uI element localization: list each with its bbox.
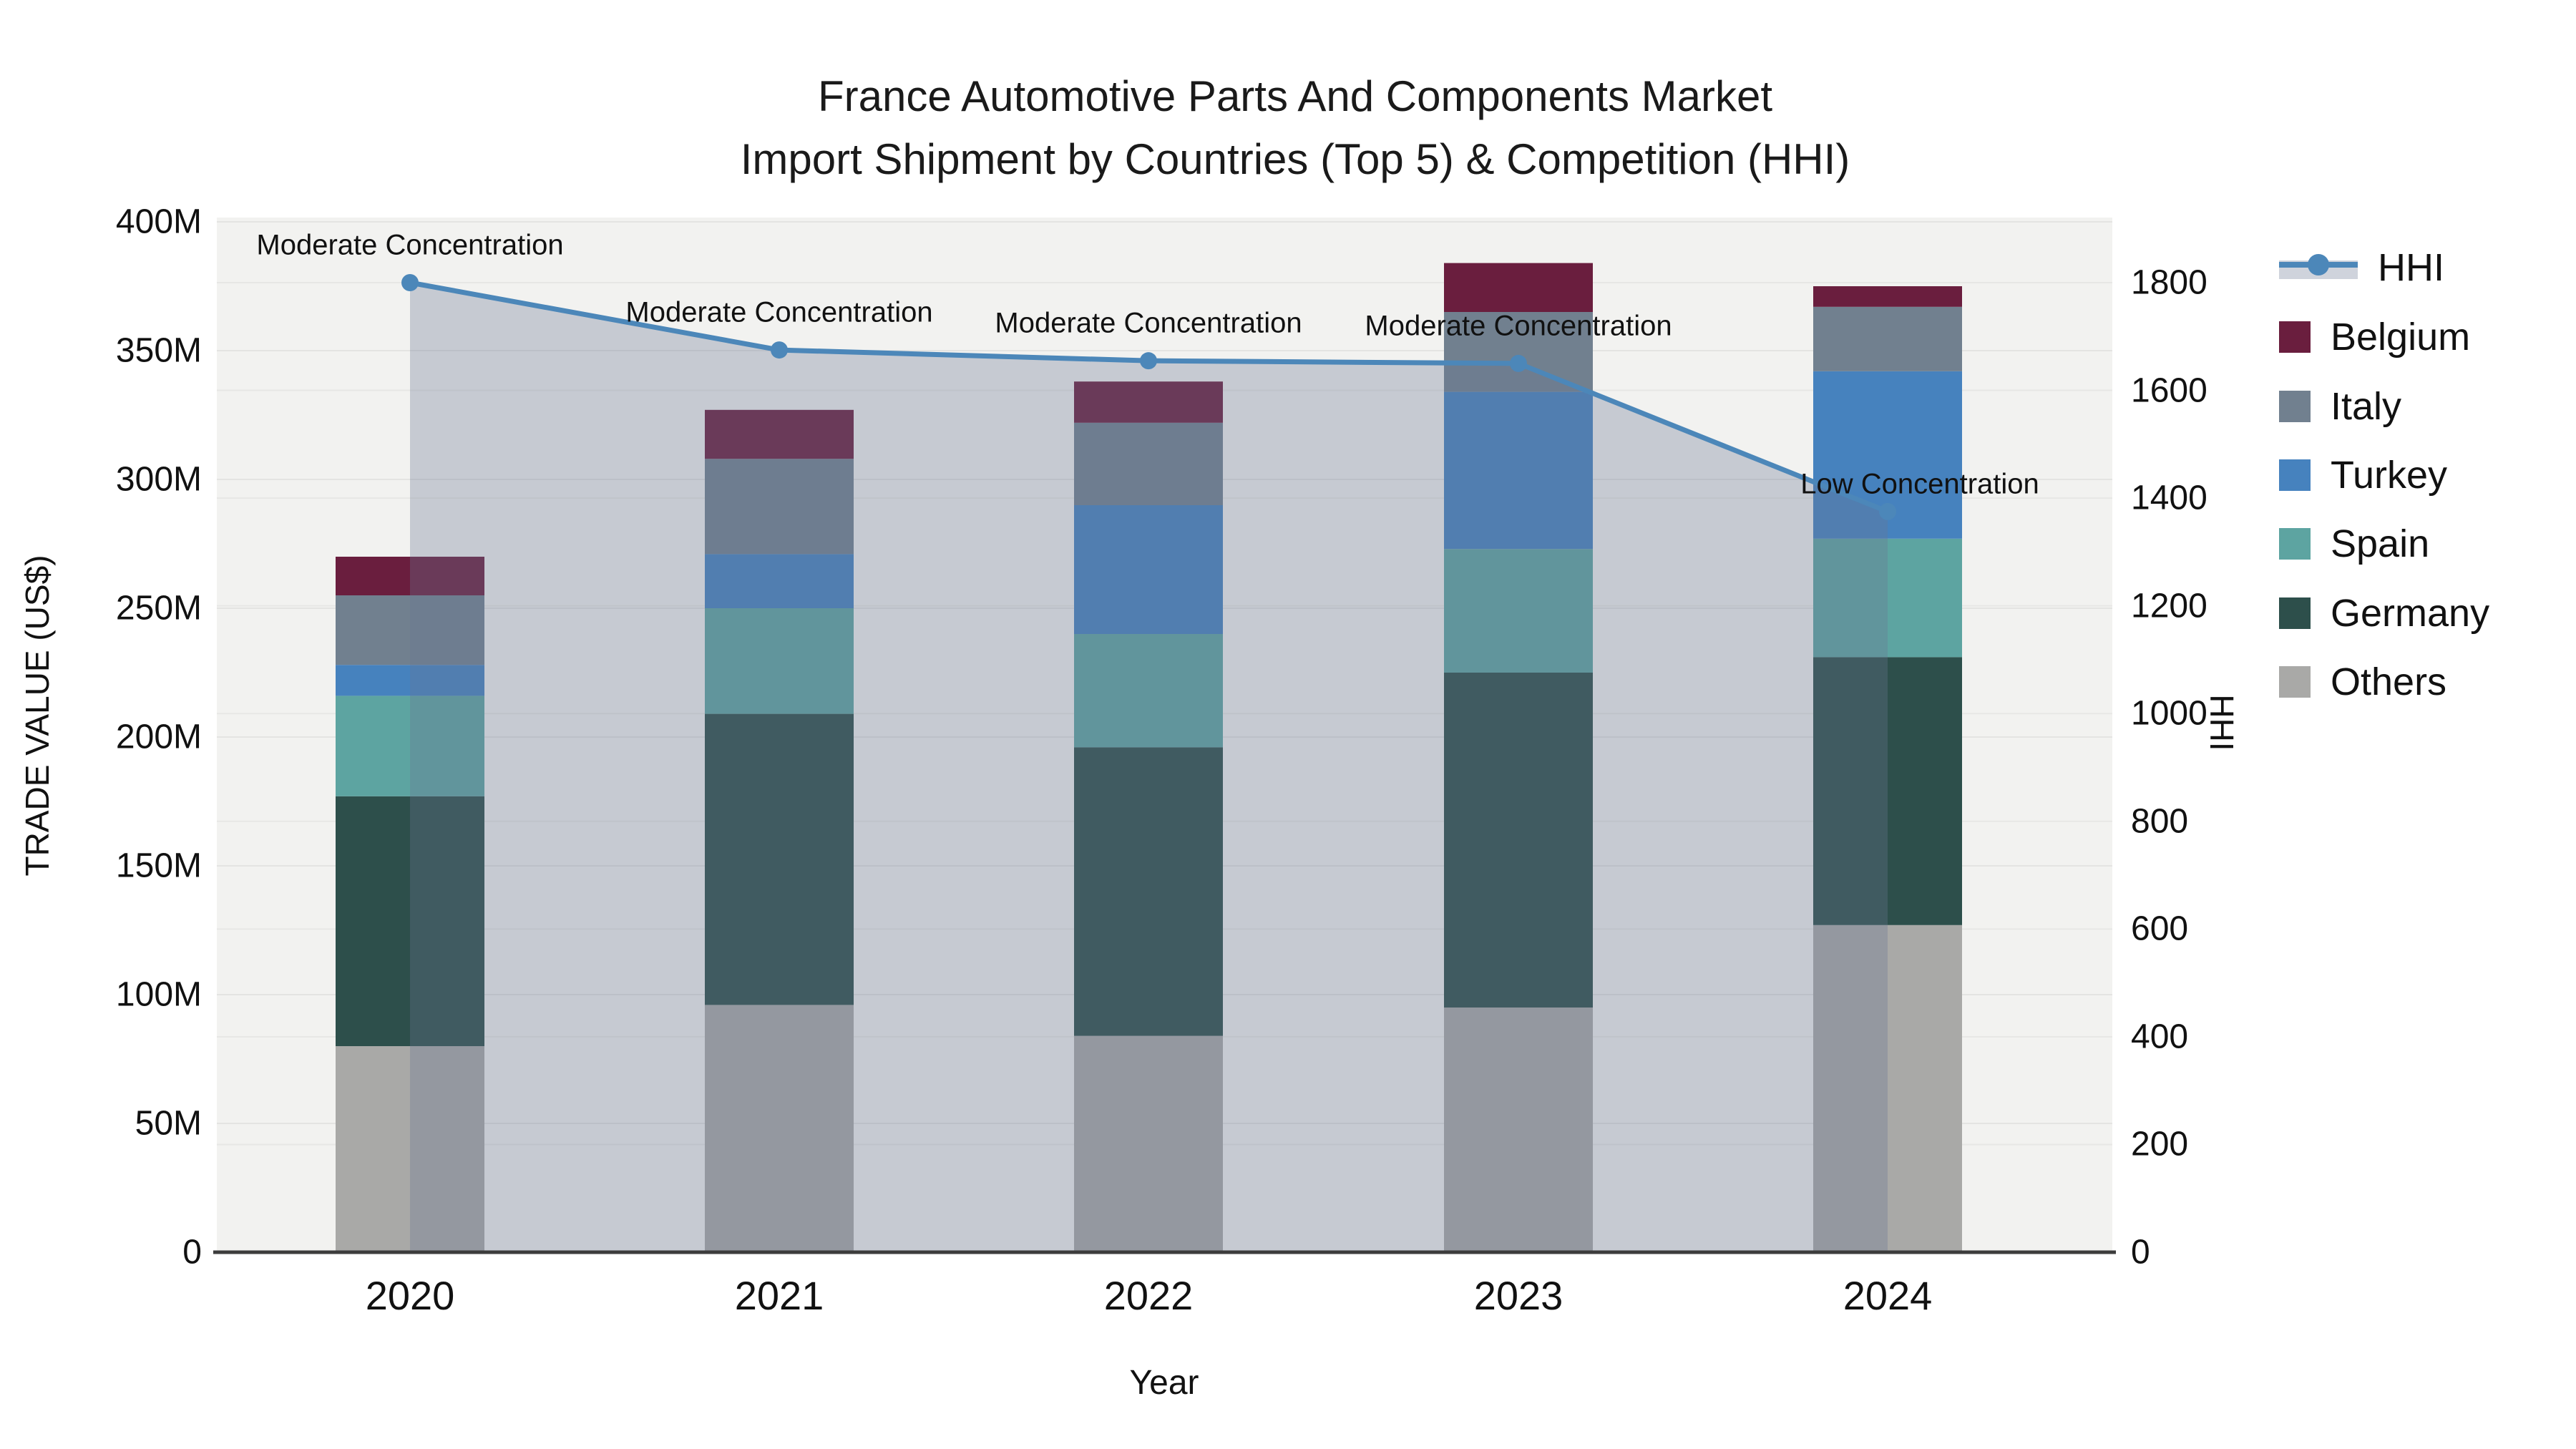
y-right-tick-200: 200 [2131, 1125, 2189, 1163]
y-left-tick-200m: 200M [115, 718, 202, 756]
legend-label-italy: Italy [2331, 385, 2402, 428]
y-right-tick-1000: 1000 [2131, 694, 2207, 733]
bar-segment-belgium-2020[interactable] [336, 557, 484, 595]
y-left-tick-150m: 150M [115, 847, 202, 885]
bar-segment-belgium-2023[interactable] [1444, 263, 1593, 312]
hhi-area-fill [410, 283, 1888, 1252]
y-left-axis-title: TRADE VALUE (US$) [19, 555, 56, 877]
legend-label-belgium: Belgium [2331, 316, 2471, 358]
y-right-tick-800: 800 [2131, 802, 2189, 841]
bar-segment-others-2021[interactable] [705, 1005, 854, 1252]
bar-segment-spain-2024[interactable] [1813, 538, 1962, 658]
y-left-tick-400m: 400M [115, 203, 202, 241]
hhi-marker-2022[interactable] [1140, 352, 1157, 370]
spain-swatch-icon [2279, 528, 2311, 560]
x-axis-title: Year [1129, 1364, 1199, 1402]
bar-segment-italy-2023[interactable] [1444, 312, 1593, 392]
bar-segment-spain-2020[interactable] [336, 696, 484, 796]
x-tick-2020: 2020 [365, 1273, 455, 1318]
hhi-marker-2020[interactable] [401, 274, 419, 291]
annotation-2023-concentration: Moderate Concentration [1365, 310, 1672, 342]
hhi-marker-2023[interactable] [1510, 354, 1527, 372]
bar-segment-belgium-2021[interactable] [705, 409, 854, 459]
turkey-swatch-icon [2279, 459, 2311, 491]
hhi-line-swatch-icon [2279, 252, 2358, 283]
y-left-tick-250m: 250M [115, 589, 202, 628]
y-left-tick-350m: 350M [115, 331, 202, 370]
x-tick-2024: 2024 [1843, 1273, 1933, 1318]
y-right-tick-400: 400 [2131, 1018, 2189, 1056]
y-left-tick-300m: 300M [115, 460, 202, 499]
bar-segment-germany-2020[interactable] [336, 796, 484, 1046]
y-right-tick-1200: 1200 [2131, 587, 2207, 625]
chart-title-line-1: France Automotive Parts And Components M… [818, 72, 1772, 120]
legend-label-spain: Spain [2331, 522, 2430, 565]
bar-segment-turkey-2023[interactable] [1444, 391, 1593, 550]
bar-segment-others-2023[interactable] [1444, 1008, 1593, 1252]
hhi-marker-2021[interactable] [771, 341, 788, 359]
bar-segment-belgium-2022[interactable] [1074, 381, 1223, 423]
legend-item-belgium[interactable]: Belgium [2279, 312, 2470, 362]
others-swatch-icon [2279, 666, 2311, 698]
bar-segment-italy-2022[interactable] [1074, 422, 1223, 505]
bar-segment-belgium-2024[interactable] [1813, 286, 1962, 307]
bar-segment-spain-2021[interactable] [705, 608, 854, 714]
legend-label-turkey: Turkey [2331, 454, 2448, 497]
annotation-2022-concentration: Moderate Concentration [995, 307, 1302, 339]
y-left-tick-100m: 100M [115, 975, 202, 1014]
x-tick-2023: 2023 [1473, 1273, 1563, 1318]
legend-item-hhi[interactable]: HHI [2279, 243, 2444, 293]
annotation-2021-concentration: Moderate Concentration [625, 296, 933, 328]
italy-swatch-icon [2279, 391, 2311, 422]
bar-segment-turkey-2022[interactable] [1074, 505, 1223, 634]
germany-swatch-icon [2279, 597, 2311, 629]
y-left-tick-0: 0 [182, 1233, 202, 1272]
bar-segment-spain-2023[interactable] [1444, 549, 1593, 673]
legend-label-others: Others [2331, 660, 2447, 703]
bar-segment-turkey-2021[interactable] [705, 554, 854, 608]
legend-item-turkey[interactable]: Turkey [2279, 450, 2447, 500]
bar-segment-italy-2020[interactable] [336, 595, 484, 665]
legend-item-germany[interactable]: Germany [2279, 588, 2489, 638]
bar-segment-italy-2021[interactable] [705, 459, 854, 555]
legend-label-germany: Germany [2331, 592, 2490, 635]
legend-item-others[interactable]: Others [2279, 657, 2446, 707]
bar-segment-turkey-2020[interactable] [336, 665, 484, 696]
belgium-swatch-icon [2279, 321, 2311, 353]
bar-segment-others-2022[interactable] [1074, 1035, 1223, 1252]
annotation-2020-concentration: Moderate Concentration [256, 229, 564, 261]
bar-segment-spain-2022[interactable] [1074, 634, 1223, 748]
bar-segment-germany-2021[interactable] [705, 713, 854, 1005]
y-right-tick-1800: 1800 [2131, 263, 2207, 302]
bar-segment-germany-2022[interactable] [1074, 747, 1223, 1036]
bar-segment-germany-2024[interactable] [1813, 657, 1962, 925]
x-tick-2021: 2021 [734, 1273, 824, 1318]
legend-item-spain[interactable]: Spain [2279, 519, 2429, 569]
chart-title-line-2: Import Shipment by Countries (Top 5) & C… [740, 135, 1850, 183]
y-right-tick-600: 600 [2131, 909, 2189, 948]
legend-item-italy[interactable]: Italy [2279, 381, 2401, 431]
y-right-axis-title: HHI [2203, 694, 2240, 751]
bar-segment-others-2020[interactable] [336, 1046, 484, 1252]
legend-label-hhi: HHI [2378, 246, 2444, 289]
bar-segment-germany-2023[interactable] [1444, 673, 1593, 1008]
y-right-tick-1600: 1600 [2131, 371, 2207, 410]
y-right-tick-1400: 1400 [2131, 479, 2207, 517]
bar-segment-italy-2024[interactable] [1813, 306, 1962, 371]
annotation-2024-concentration: Low Concentration [1800, 468, 2039, 500]
bar-segment-others-2024[interactable] [1813, 924, 1962, 1252]
x-tick-2022: 2022 [1103, 1273, 1194, 1318]
y-right-tick-0: 0 [2131, 1233, 2150, 1272]
hhi-marker-2024[interactable] [1879, 502, 1896, 520]
y-left-tick-50m: 50M [135, 1104, 202, 1143]
